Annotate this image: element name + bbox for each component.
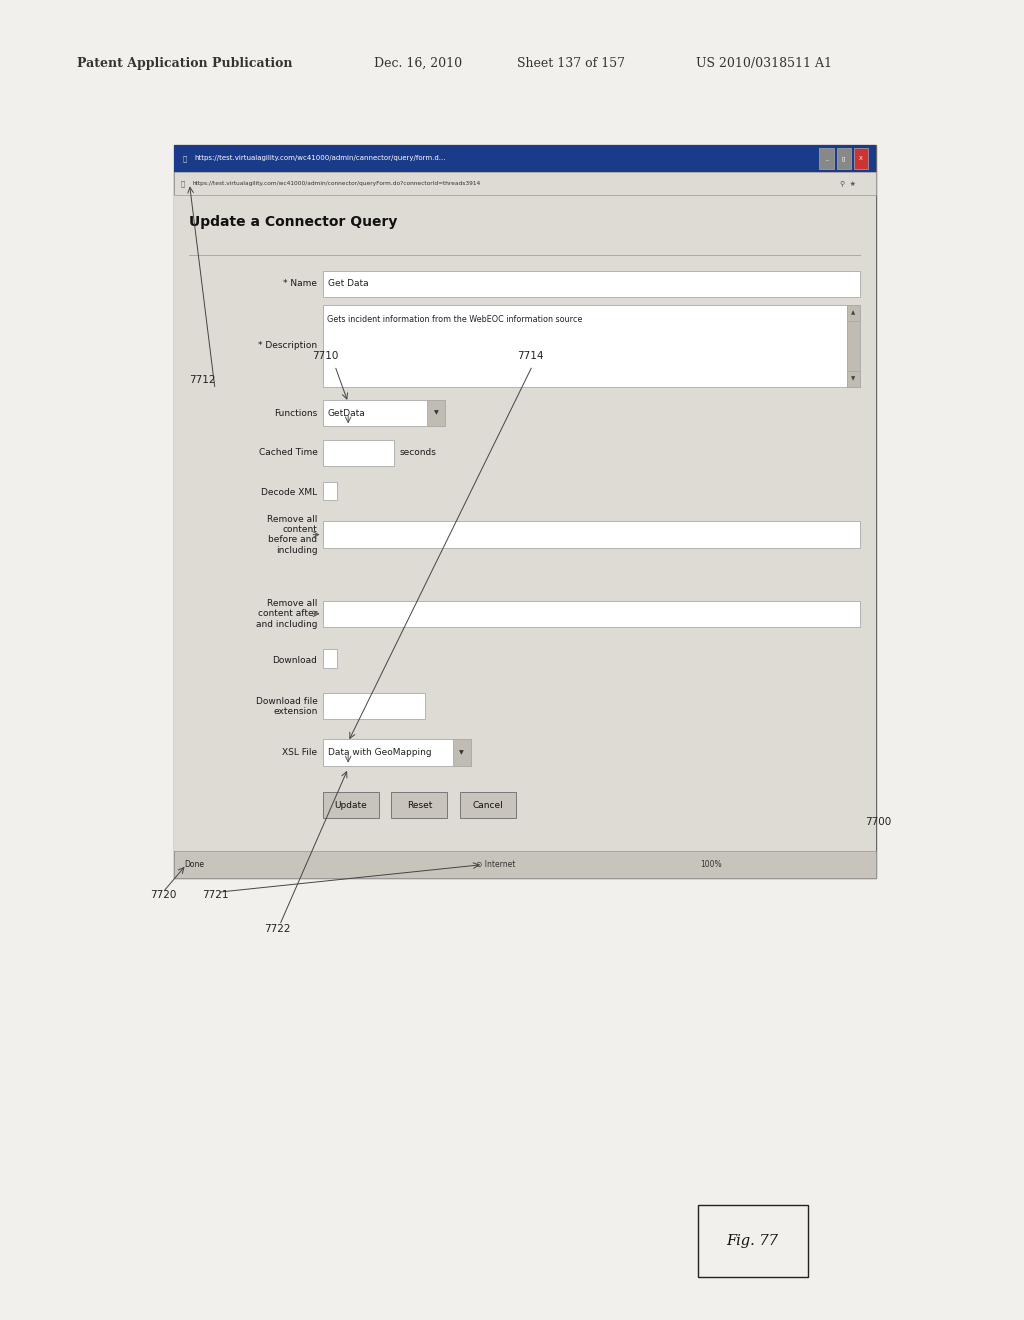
- Bar: [847, 371, 860, 387]
- Text: Gets incident information from the WebEOC information source: Gets incident information from the WebEO…: [327, 315, 582, 325]
- Text: Fig. 77: Fig. 77: [727, 1234, 778, 1247]
- Bar: [460, 792, 516, 818]
- Text: * Name: * Name: [284, 280, 317, 288]
- Text: ⚿: ⚿: [182, 154, 186, 162]
- Text: Remove all
content
before and
including: Remove all content before and including: [267, 515, 317, 554]
- Text: 7721: 7721: [202, 890, 228, 900]
- Text: Decode XML: Decode XML: [261, 488, 317, 496]
- Bar: [847, 305, 860, 321]
- Bar: [427, 400, 445, 426]
- Bar: [174, 145, 876, 878]
- Text: 7710: 7710: [312, 351, 339, 362]
- Text: ▼: ▼: [460, 750, 464, 755]
- Bar: [854, 148, 868, 169]
- Bar: [323, 400, 445, 426]
- Text: Data with GeoMapping: Data with GeoMapping: [328, 748, 431, 756]
- Bar: [323, 649, 337, 668]
- Text: _: _: [825, 156, 827, 161]
- Bar: [837, 148, 851, 169]
- Bar: [323, 601, 860, 627]
- Text: Done: Done: [184, 861, 205, 869]
- Text: ▼: ▼: [434, 411, 438, 416]
- Text: 100%: 100%: [700, 861, 722, 869]
- Text: seconds: seconds: [399, 449, 436, 457]
- Bar: [323, 482, 337, 500]
- Bar: [174, 145, 876, 172]
- Text: GetData: GetData: [328, 409, 366, 417]
- Bar: [453, 739, 471, 766]
- Bar: [174, 851, 876, 878]
- Bar: [323, 271, 860, 297]
- Text: ⊙ Internet: ⊙ Internet: [476, 861, 515, 869]
- Bar: [323, 440, 394, 466]
- Bar: [323, 305, 847, 387]
- Bar: [323, 739, 471, 766]
- Text: XSL File: XSL File: [283, 748, 317, 756]
- Text: 7712: 7712: [189, 375, 216, 385]
- Text: * Description: * Description: [258, 342, 317, 350]
- Text: Patent Application Publication: Patent Application Publication: [77, 57, 292, 70]
- Text: Functions: Functions: [274, 409, 317, 417]
- Text: https://test.virtualagility.com/wc41000/admin/cannector/query/form.d...: https://test.virtualagility.com/wc41000/…: [195, 156, 446, 161]
- Text: ▲: ▲: [851, 310, 856, 315]
- Text: https://test.virtualagility.com/wc41000/admin/connector/queryForm.do?connectorId: https://test.virtualagility.com/wc41000/…: [193, 181, 480, 186]
- Text: Update: Update: [335, 801, 367, 809]
- Text: X: X: [859, 156, 863, 161]
- Text: US 2010/0318511 A1: US 2010/0318511 A1: [696, 57, 833, 70]
- Text: Download: Download: [272, 656, 317, 664]
- Bar: [847, 305, 860, 387]
- Text: []: []: [842, 156, 846, 161]
- Text: Download file
extension: Download file extension: [256, 697, 317, 715]
- Bar: [174, 195, 876, 851]
- Bar: [819, 148, 834, 169]
- Text: 7700: 7700: [865, 817, 892, 828]
- Bar: [174, 172, 876, 195]
- Bar: [323, 693, 425, 719]
- Text: Get Data: Get Data: [328, 280, 369, 288]
- Bar: [323, 521, 860, 548]
- Bar: [391, 792, 447, 818]
- Text: 7720: 7720: [151, 890, 177, 900]
- Text: Dec. 16, 2010: Dec. 16, 2010: [374, 57, 462, 70]
- Text: Cancel: Cancel: [472, 801, 504, 809]
- Text: 7714: 7714: [517, 351, 544, 362]
- Bar: [323, 792, 379, 818]
- Text: ⚲  ★: ⚲ ★: [840, 181, 856, 186]
- Text: Reset: Reset: [407, 801, 432, 809]
- Text: ▼: ▼: [851, 376, 856, 381]
- Text: Cached Time: Cached Time: [259, 449, 317, 457]
- Text: Remove all
content after
and including: Remove all content after and including: [256, 599, 317, 628]
- Text: 7722: 7722: [264, 924, 291, 935]
- Text: ⚿: ⚿: [180, 180, 184, 187]
- Text: Update a Connector Query: Update a Connector Query: [189, 215, 397, 230]
- Text: Sheet 137 of 157: Sheet 137 of 157: [517, 57, 625, 70]
